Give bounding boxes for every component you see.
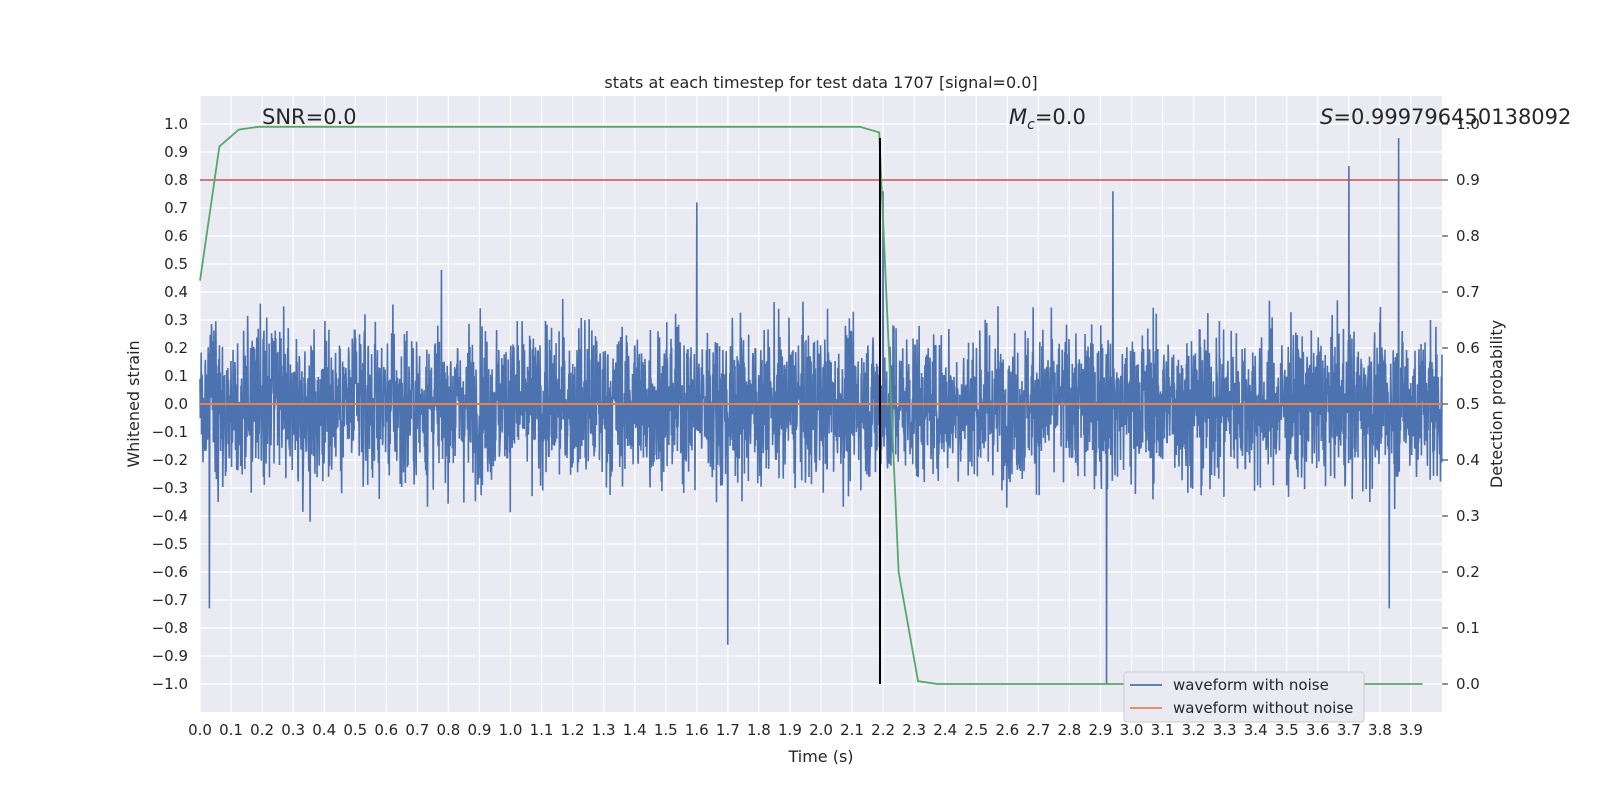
y2-tick-label: 0.6 (1456, 339, 1480, 357)
x-tick-label: 3.3 (1213, 721, 1237, 739)
x-tick-label: 1.1 (530, 721, 554, 739)
x-tick-label: 0.6 (374, 721, 398, 739)
x-tick-label: 0.1 (219, 721, 243, 739)
x-tick-label: 1.4 (623, 721, 647, 739)
x-tick-label: 3.7 (1337, 721, 1361, 739)
y2-tick-label: 0.2 (1456, 563, 1480, 581)
legend-box (1123, 671, 1365, 723)
legend-label-clean: waveform without noise (1173, 699, 1353, 717)
x-axis-label: Time (s) (787, 747, 853, 766)
annotation-snr: SNR=0.0 (262, 105, 357, 129)
y-tick-label: 0.9 (164, 143, 188, 161)
legend-label-noise: waveform with noise (1173, 676, 1329, 694)
y2-tick-label: 0.8 (1456, 227, 1480, 245)
x-tick-label: 1.7 (716, 721, 740, 739)
x-tick-label: 0.3 (281, 721, 305, 739)
x-tick-label: 1.6 (685, 721, 709, 739)
x-tick-label: 1.5 (654, 721, 678, 739)
x-tick-label: 1.9 (778, 721, 802, 739)
annotation-s: S=0.999796450138092 (1320, 105, 1571, 129)
x-tick-label: 2.6 (995, 721, 1019, 739)
y-tick-label: 0.2 (164, 339, 188, 357)
y2-tick-label: 0.9 (1456, 171, 1480, 189)
y-tick-label: −0.2 (152, 451, 188, 469)
y2-tick-label: 0.7 (1456, 283, 1480, 301)
series-waveform-with-noise (199, 137, 1443, 685)
x-tick-label: 2.4 (933, 721, 957, 739)
x-tick-label: 0.7 (405, 721, 429, 739)
y-tick-label: −0.8 (152, 619, 188, 637)
x-tick-label: 0.2 (250, 721, 274, 739)
x-tick-label: 1.0 (499, 721, 523, 739)
y2-tick-label: 0.0 (1456, 675, 1480, 693)
y-tick-label: −0.5 (152, 535, 188, 553)
annotation-mc: Mc=0.0 (1009, 105, 1086, 133)
x-tick-label: 1.2 (561, 721, 585, 739)
y-tick-label: −0.9 (152, 647, 188, 665)
y2-axis-label: Detection probability (1487, 320, 1506, 488)
y-tick-label: −0.1 (152, 423, 188, 441)
x-tick-label: 0.9 (468, 721, 492, 739)
x-tick-label: 3.0 (1120, 721, 1144, 739)
y-tick-label: 0.1 (164, 367, 188, 385)
x-tick-label: 0.0 (188, 721, 212, 739)
legend: waveform with noise waveform without noi… (1123, 671, 1365, 723)
x-tick-label: 1.8 (747, 721, 771, 739)
x-tick-label: 3.2 (1182, 721, 1206, 739)
y2-tick-label: 0.5 (1456, 395, 1480, 413)
x-tick-label: 0.4 (312, 721, 336, 739)
overlay-lines (199, 125, 1442, 685)
y-tick-label: 0.4 (164, 283, 188, 301)
y-tick-label: −0.6 (152, 563, 188, 581)
x-tick-label: 3.9 (1399, 721, 1423, 739)
y-tick-label: 0.5 (164, 255, 188, 273)
x-tick-label: 1.3 (592, 721, 616, 739)
x-tick-label: 2.1 (840, 721, 864, 739)
y-tick-label: −0.3 (152, 479, 188, 497)
y2-tick-label: 0.3 (1456, 507, 1480, 525)
x-tick-label: 3.4 (1244, 721, 1268, 739)
y2-tick-label: 1.0 (1456, 115, 1480, 133)
y-axis-ticks: 1.0 0.9 0.8 0.7 0.6 0.5 0.4 0.3 0.2 0.1 0.0 −0.1 −0.… (152, 115, 188, 693)
y2-tick-label: 0.1 (1456, 619, 1480, 637)
y2-tick-label: 0.4 (1456, 451, 1480, 469)
x-tick-label: 2.7 (1026, 721, 1050, 739)
y-tick-label: 0.0 (164, 395, 188, 413)
x-axis-ticks: 0.0 0.1 0.2 0.3 0.4 0.5 0.6 0.7 0.8 0.9 1.0 1.1 1.2 1… (188, 721, 1423, 739)
y-tick-label: 0.3 (164, 311, 188, 329)
x-tick-label: 3.8 (1368, 721, 1392, 739)
series-line-detection-probability (199, 125, 1423, 685)
chart-title: stats at each timestep for test data 170… (604, 73, 1037, 92)
y-tick-label: −0.4 (152, 507, 188, 525)
y-tick-label: 1.0 (164, 115, 188, 133)
x-tick-label: 2.3 (902, 721, 926, 739)
x-tick-label: 3.5 (1275, 721, 1299, 739)
y2-axis-ticks: 1.0 0.9 0.8 0.7 0.6 0.5 0.4 0.3 0.2 0.1 0.0 (1442, 115, 1480, 693)
x-tick-label: 2.2 (871, 721, 895, 739)
y-tick-label: −0.7 (152, 591, 188, 609)
y-tick-label: 0.8 (164, 171, 188, 189)
y-tick-label: 0.7 (164, 199, 188, 217)
x-tick-label: 3.1 (1151, 721, 1175, 739)
x-tick-label: 2.9 (1089, 721, 1113, 739)
x-tick-label: 3.6 (1306, 721, 1330, 739)
y-tick-label: −1.0 (152, 675, 188, 693)
x-tick-label: 0.5 (343, 721, 367, 739)
x-tick-label: 2.0 (809, 721, 833, 739)
x-tick-label: 2.8 (1057, 721, 1081, 739)
x-tick-label: 2.5 (964, 721, 988, 739)
x-tick-label: 0.8 (436, 721, 460, 739)
y-axis-label: Whitened strain (124, 340, 143, 467)
y-tick-label: 0.6 (164, 227, 188, 245)
series-line-waveform-with-noise (199, 137, 1443, 685)
